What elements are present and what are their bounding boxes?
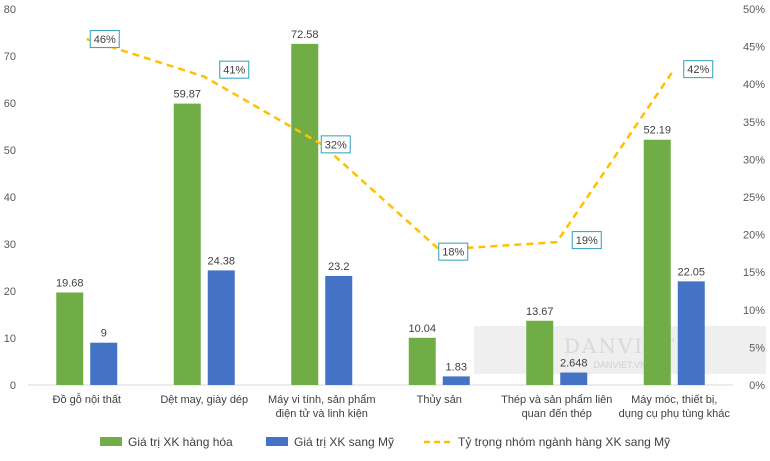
category-label: Dệt may, giày dép [160,394,248,406]
legend: Giá trị XK hàng hóa Giá trị XK sang Mỹ Tỷ … [100,435,670,449]
y-left-tick-label: 30 [4,239,16,251]
y-right-tick-label: 30% [743,154,765,166]
axes: 0 10 20 30 40 50 60 70 80 0% 5% 10% 15% 20% 25% 30% 35% 4… [4,4,765,392]
y-right-tick-label: 10% [743,305,765,317]
share-value-label: 41% [223,65,245,77]
y-right-tick-label: 45% [743,42,765,54]
bar-us [677,281,705,385]
y-right-tick-label: 15% [743,267,765,279]
watermark-box [474,326,766,374]
bar-value-label: 22.05 [677,266,705,278]
y-left-tick-label: 70 [4,51,16,63]
share-value-label: 32% [325,139,347,151]
bar-us [207,270,235,385]
bar-total [173,103,201,386]
y-left-tick-label: 40 [4,192,16,204]
share-value-label: 19% [576,235,598,247]
category-labels: Đồ gỗ nội thất Dệt may, giày dép Máy vi tí… [53,393,731,420]
legend-label: Tỷ trọng nhóm ngành hàng XK sang Mỹ [458,435,670,449]
y-left-tick-label: 80 [4,4,16,16]
bar-total [526,320,554,385]
legend-swatch [266,437,288,446]
y-left-tick-label: 20 [4,286,16,298]
y-left-tick-label: 60 [4,98,16,110]
category-label: Đồ gỗ nội thất [53,393,122,406]
bars [56,43,705,386]
y-left-tick-label: 50 [4,145,16,157]
bar-value-label: 59.87 [173,89,201,101]
y-right-tick-label: 25% [743,192,765,204]
share-value-label: 46% [94,34,116,46]
legend-swatch [100,437,122,446]
y-right-tick-label: 40% [743,79,765,91]
share-label-box [438,242,469,261]
category-label-line: Dệt may, giày dép [160,394,248,406]
share-label-box [571,231,602,250]
share-line-path [86,37,676,251]
share-label-box [219,60,250,79]
bar-value-label: 13.67 [526,306,554,318]
watermark-subtext: DANVIET.VN [593,360,646,370]
share-label-box [320,135,351,154]
y-right-tick-label: 0% [749,380,765,392]
legend-label: Giá trị XK sang Mỹ [294,435,394,449]
category-label-line: Máy vi tính, sản phẩm [268,394,376,406]
category-label: Máy vi tính, sản phẩm điện tử và linh kiệ… [268,394,376,420]
bar-value-label: 24.38 [207,255,235,267]
bar-us [442,376,470,385]
bar-us [90,342,118,385]
y-right-tick-label: 50% [743,4,765,16]
share-value-label: 42% [687,64,709,76]
category-label-line: quan đến thép [522,408,592,420]
category-label-line: Thép và sản phẩm liên [501,394,612,406]
bar-value-label: 10.04 [408,323,436,335]
bar-value-label: 23.2 [328,261,349,273]
y-left-tick-label: 0 [10,380,16,392]
data-labels: 19.68 59.87 72.58 10.04 13.67 52.19 9 24.38 23.2… [56,29,714,373]
category-label: Thép và sản phẩm liên quan đến thép [501,394,612,420]
category-label-line: Máy móc, thiết bị, [631,394,717,406]
share-label-box [89,30,120,49]
category-label: Thủy sản [417,394,462,406]
share-value-label: 18% [442,247,464,259]
share-label-box [683,60,714,79]
bar-total [56,292,84,385]
bar-value-label: 72.58 [291,29,319,41]
y-right-tick-label: 5% [749,342,765,354]
bar-us [325,275,353,385]
share-line [86,37,676,251]
bar-value-label: 52.19 [643,125,671,137]
bar-total [408,337,436,385]
legend-label: Giá trị XK hàng hóa [128,435,233,449]
bar-us [560,372,588,385]
bar-value-label: 1.83 [446,361,467,373]
category-label-line: điện tử và linh kiện [276,408,368,420]
y-right-tick-label: 35% [743,117,765,129]
category-label-line: dụng cụ phụ tùng khác [619,408,731,420]
bar-value-label: 19.68 [56,278,84,290]
bar-value-label: 2.648 [560,358,588,370]
bar-total [291,43,319,386]
watermark: DANVIET DANVIET.VN [474,326,766,374]
category-label-line: Thủy sản [417,394,462,406]
y-right-tick-label: 20% [743,230,765,242]
bar-total [643,139,671,385]
category-label-line: Đồ gỗ nội thất [53,393,122,406]
category-label: Máy móc, thiết bị, dụng cụ phụ tùng khác [619,394,731,420]
bar-value-label: 9 [101,328,107,340]
y-left-tick-label: 10 [4,333,16,345]
